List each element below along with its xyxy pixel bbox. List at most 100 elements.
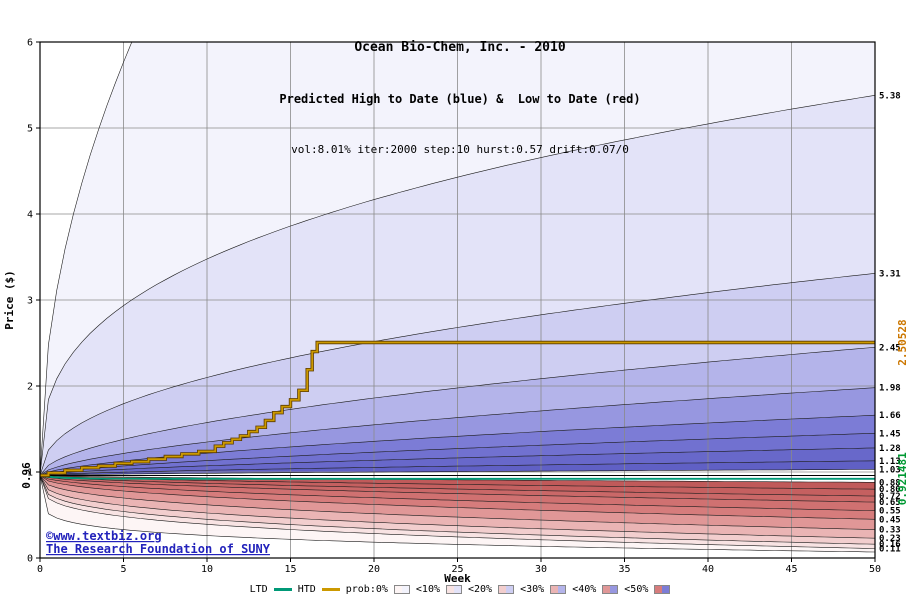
htd-final-label: 2.50528 [896,319,909,365]
x-axis-title: Week [444,572,471,585]
right-label-low: 0.65 [879,498,901,508]
legend-swatch-red-half [447,586,454,593]
legend-ltd-swatch [273,588,292,591]
legend-swatch-blue-half [506,586,514,593]
band-low-5 [40,475,875,520]
boundary-high-3 [39,347,876,476]
x-tick-label: 0 [37,564,43,575]
legend-prob-label-1: <10% [415,584,440,595]
chart-subtitle: Predicted High to Date (blue) & Low to D… [279,92,641,106]
right-label-high: 5.38 [879,91,901,101]
x-tick-label: 40 [702,564,714,575]
watermark-org: The Research Foundation of SUNY [46,542,271,556]
boundary-low-5 [39,475,876,520]
x-tick-label: 35 [618,564,630,575]
boundary-low-7 [39,475,876,503]
legend-swatch-red-half [394,586,402,593]
legend-prob-label-2: <20% [468,584,493,595]
right-label-low: 0.11 [879,545,901,555]
legend-prob-label-5: <50% [624,584,649,595]
x-tick-label: 5 [120,564,126,575]
x-tick-label: 20 [368,564,380,575]
band-low-4 [40,475,875,530]
right-label-high: 1.45 [879,429,901,439]
right-label-low: 0.88 [879,478,901,488]
x-tick-label: 15 [284,564,296,575]
boundary-low-1 [39,475,876,549]
right-label-low: 0.16 [879,540,901,550]
band-high-0 [40,42,875,476]
band-low-0 [40,475,875,552]
right-label-low: 0.55 [879,507,901,517]
boundary-low-10 [39,475,875,483]
right-label-high: 1.28 [879,444,901,454]
watermark-url: ©www.textbiz.org [46,529,162,543]
right-label-high: 1.03 [879,465,901,475]
boundary-high-8 [39,460,876,476]
boundary-low-0 [39,475,876,553]
legend-prob-swatch-2 [498,585,515,594]
chart-title: Ocean Bio-Chem, Inc. - 2010 [354,40,566,55]
chart-legend: LTD HTD prob:0% <10% <20% <30% <40% <50% [0,584,920,595]
boundary-low-4 [39,475,876,530]
legend-prob-label-0: prob:0% [345,584,388,595]
boundary-low-8 [39,475,876,497]
boundary-high-2 [39,273,876,476]
boundary-low-6 [39,475,876,511]
legend-prob-label-3: <30% [520,584,545,595]
legend-swatch-blue-half [610,586,618,593]
y-tick-label: 3 [27,296,33,307]
boundary-low-9 [39,475,876,490]
right-label-low: 0.33 [879,526,901,536]
x-tick-label: 10 [201,564,213,575]
legend-swatch-blue-half [454,586,461,593]
right-label-low: 0.45 [879,515,901,525]
y-axis-title: Price ($) [3,270,16,330]
right-label-low: 0.72 [879,492,901,502]
legend-swatch-blue-half [401,586,409,593]
right-label-high: 1.98 [879,384,901,394]
x-tick-label: 45 [785,564,797,575]
legend-swatch-blue-half [662,586,670,593]
boundary-high-9 [39,469,876,476]
y-tick-label: 2 [27,382,33,393]
y-tick-label: 0 [27,554,33,565]
legend-prob-label-4: <40% [572,584,597,595]
legend-swatch-red-half [603,586,611,593]
y-tick-label: 5 [27,124,33,135]
right-label-high: 2.45 [879,343,901,353]
right-label-low: 0.23 [879,534,901,544]
x-tick-label: 30 [535,564,547,575]
start-price-label: 0.96 [20,462,33,489]
boundary-low-3 [39,475,876,539]
y-tick-label: 4 [27,210,33,221]
chart-header: Ocean Bio-Chem, Inc. - 2010 Predicted Hi… [0,3,920,194]
legend-swatch-red-half [551,586,559,593]
band-low-7 [40,475,875,503]
legend-htd-swatch [321,588,340,591]
right-label-high: 1.13 [879,457,901,467]
htd-line [40,341,875,477]
legend-swatch-red-half [499,586,507,593]
x-tick-label: 50 [869,564,881,575]
legend-swatch-blue-half [558,586,566,593]
legend-prob-swatch-5 [654,585,671,594]
band-low-6 [40,475,875,511]
legend-ltd-label: LTD [249,584,268,595]
legend-prob-swatch-0 [393,585,410,594]
boundary-high-4 [39,387,876,476]
boundary-low-2 [39,475,876,545]
right-label-high: 3.31 [879,269,901,279]
right-label-low: 0.80 [879,485,901,495]
boundary-high-7 [39,447,876,476]
boundary-high-1 [39,95,876,476]
boundary-high-6 [39,433,876,476]
legend-prob-swatch-3 [550,585,567,594]
x-tick-label: 25 [451,564,463,575]
ltd-final-label: 0.921481 [896,452,909,505]
legend-swatch-red-half [655,586,663,593]
y-tick-label: 6 [27,38,33,49]
right-label-high: 1.66 [879,411,901,421]
